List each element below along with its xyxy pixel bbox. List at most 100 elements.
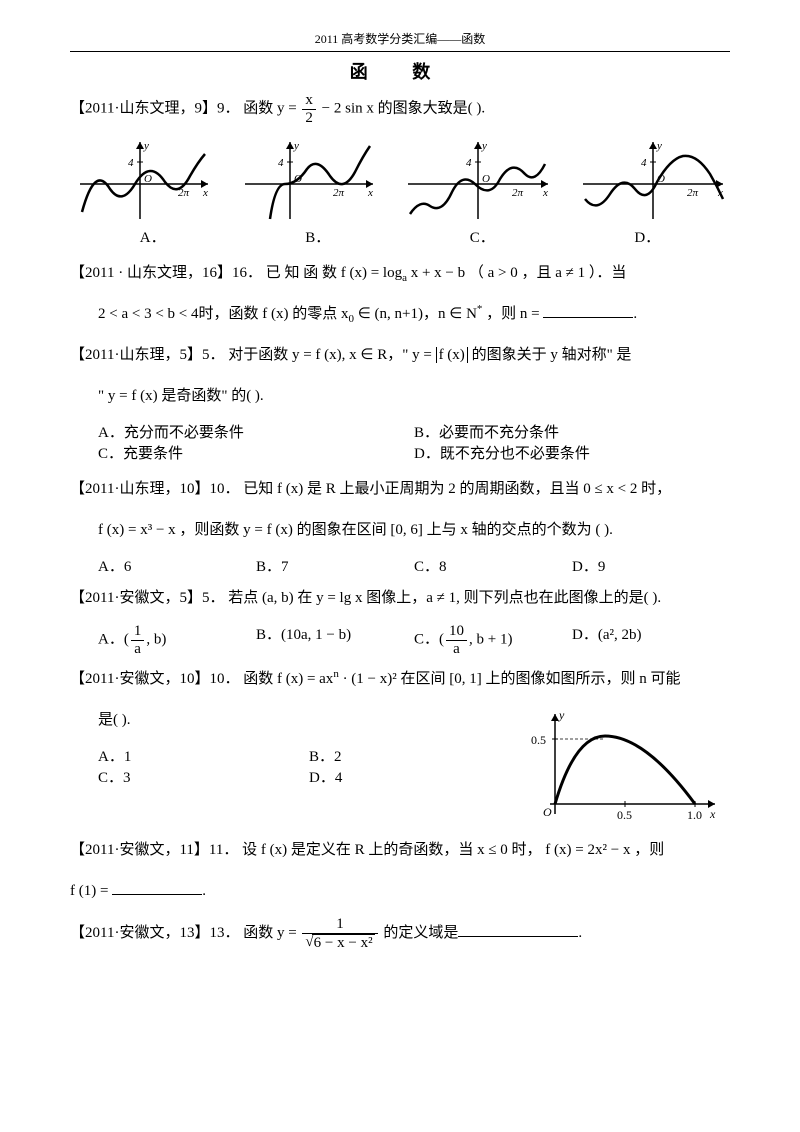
svg-text:1.0: 1.0	[687, 808, 702, 822]
q7-blank	[112, 880, 202, 895]
q8-text-a: 函数 y =	[243, 925, 300, 941]
problem-7-line2: f (1) = .	[70, 875, 730, 908]
q1-label-c: C．	[470, 226, 495, 247]
q1-text-a: 函数 y =	[243, 100, 300, 116]
q2-star: *	[477, 303, 483, 315]
q2-blank	[543, 303, 633, 318]
svg-text:O: O	[543, 805, 552, 819]
q6-opt-b: B．2	[309, 745, 520, 766]
q6-opts-row2: C．3 D．4	[98, 766, 520, 787]
q3-options-row1: A．充分而不必要条件 B．必要而不充分条件	[98, 421, 730, 442]
q8-blank	[458, 922, 578, 937]
q5-opt-d: D．(a², 2b)	[572, 623, 730, 657]
page-header: 2011 高考数学分类汇编——函数	[70, 30, 730, 52]
svg-text:y: y	[481, 140, 487, 152]
q5a-den: a	[131, 641, 145, 658]
q2-text-b: x + x − b （ a > 0 ，且 a ≠ 1 ）．当	[411, 265, 627, 281]
problem-4-line2: f (x) = x³ − x ，则函数 y = f (x) 的图象在区间 [0,…	[98, 514, 730, 547]
svg-text:2π: 2π	[687, 187, 699, 199]
q4-tag: 【2011·山东理，10】10．	[70, 481, 239, 497]
graph-d-svg: 4 O y 2π x	[575, 134, 730, 224]
q8-end: .	[578, 925, 582, 941]
q5-options: A．(1a, b) B．(10a, 1 − b) C．(10a, b + 1) …	[98, 623, 730, 657]
q2-text-a: 已 知 函 数 f (x) = log	[266, 265, 402, 281]
q7-line2: f (1) =	[70, 883, 112, 899]
q1-label-d: D．	[634, 226, 660, 247]
q1-label-a: A．	[140, 226, 166, 247]
q3-tag: 【2011·山东理，5】5．	[70, 347, 224, 363]
q3-text-b: 的图象关于 y 轴对称" 是	[472, 347, 632, 363]
q2-line2b: ∈ (n, n+1)，n ∈ N	[358, 306, 477, 322]
problem-7: 【2011·安徽文，11】11． 设 f (x) 是定义在 R 上的奇函数，当 …	[70, 834, 730, 867]
problem-2-line2: 2 < a < 3 < b < 4时，函数 f (x) 的零点 x0 ∈ (n,…	[98, 298, 730, 331]
svg-text:0.5: 0.5	[531, 733, 546, 747]
q6-text-a: 函数 f (x) = ax	[243, 671, 333, 687]
q1-labels: A． B． C． D．	[70, 226, 730, 247]
q1-graph-d: 4 O y 2π x	[575, 134, 730, 224]
svg-text:y: y	[293, 140, 299, 152]
q5-opt-c: C．(10a, b + 1)	[414, 623, 572, 657]
q1-graphs: 4 O y 2π x 4 O y 2π x	[70, 134, 730, 224]
q4-opt-a: A．6	[98, 555, 256, 576]
q5c-den: a	[446, 641, 467, 658]
q2-line2c: ，则 n =	[486, 306, 543, 322]
svg-text:0.5: 0.5	[617, 808, 632, 822]
q5-tag: 【2011·安徽文，5】5．	[70, 590, 224, 606]
q6-body: 是( ). A．1 B．2 C．3 D．4 O y x 0.5	[70, 704, 730, 824]
q3-text-a: 对于函数 y = f (x), x ∈ R，" y =	[228, 347, 435, 363]
q6-line2: 是( ).	[98, 704, 520, 737]
svg-text:x: x	[709, 807, 716, 821]
q4-text-a: 已知 f (x) 是 R 上最小正周期为 2 的周期函数，且当 0 ≤ x < …	[243, 481, 671, 497]
problem-4: 【2011·山东理，10】10． 已知 f (x) 是 R 上最小正周期为 2 …	[70, 473, 730, 506]
svg-text:x: x	[367, 187, 373, 199]
svg-text:O: O	[144, 173, 152, 185]
q2-sub-a: a	[402, 272, 407, 284]
problem-6: 【2011·安徽文，10】10． 函数 f (x) = axn · (1 − x…	[70, 663, 730, 696]
q1-tag: 【2011·山东文理，9】9．	[70, 100, 239, 116]
svg-text:y: y	[558, 708, 565, 722]
q1-graph-a: 4 O y 2π x	[70, 134, 215, 224]
graph-c-svg: 4 O y 2π x	[400, 134, 555, 224]
q7-end: .	[202, 883, 206, 899]
q6-opts-row1: A．1 B．2	[98, 745, 520, 766]
q5-text: 若点 (a, b) 在 y = lg x 图像上，a ≠ 1, 则下列点也在此图…	[228, 590, 661, 606]
svg-text:2π: 2π	[333, 187, 345, 199]
q4-opt-b: B．7	[256, 555, 414, 576]
svg-text:2π: 2π	[512, 187, 524, 199]
problem-2: 【2011 · 山东文理，16】16． 已 知 函 数 f (x) = loga…	[70, 257, 730, 290]
problem-8: 【2011·安徽文，13】13． 函数 y = 1 √6 − x − x² 的定…	[70, 916, 730, 951]
svg-text:x: x	[542, 187, 548, 199]
q1-frac-num: x	[302, 92, 316, 110]
q5c-post: , b + 1)	[469, 631, 512, 647]
q5c-pre: C．(	[414, 631, 444, 647]
q6-opt-c: C．3	[98, 766, 309, 787]
graph-a-svg: 4 O y 2π x	[70, 134, 215, 224]
q3-opt-b: B．必要而不充分条件	[414, 421, 730, 442]
svg-text:4: 4	[128, 157, 134, 169]
svg-text:4: 4	[466, 157, 472, 169]
q6-opt-d: D．4	[309, 766, 520, 787]
q1-frac-den: 2	[302, 110, 316, 127]
q8-text-b: 的定义域是	[383, 925, 458, 941]
q7-text-a: 设 f (x) 是定义在 R 上的奇函数，当 x ≤ 0 时， f (x) = …	[242, 842, 664, 858]
q1-graph-b: 4 O y 2π x	[235, 134, 380, 224]
q5-opt-a: A．(1a, b)	[98, 623, 256, 657]
q5c-num: 10	[446, 623, 467, 641]
q6-sup-n: n	[333, 668, 339, 680]
q6-graph-svg: O y x 0.5 0.5 1.0	[525, 704, 725, 824]
q2-sub0: 0	[348, 313, 354, 325]
q8-num: 1	[302, 916, 377, 934]
q3-abs: f (x)	[436, 347, 468, 363]
problem-1: 【2011·山东文理，9】9． 函数 y = x2 − 2 sin x 的图象大…	[70, 92, 730, 126]
q3-options-row2: C．充要条件 D．既不充分也不必要条件	[98, 442, 730, 463]
q2-line2a: 2 < a < 3 < b < 4时，函数 f (x) 的零点 x	[98, 306, 348, 322]
svg-text:y: y	[143, 140, 149, 152]
q5a-pre: A．(	[98, 631, 129, 647]
q8-den: √6 − x − x²	[302, 934, 377, 952]
q4-opt-c: C．8	[414, 555, 572, 576]
q1-graph-c: 4 O y 2π x	[400, 134, 555, 224]
svg-text:y: y	[656, 140, 662, 152]
svg-text:O: O	[482, 173, 490, 185]
q5a-num: 1	[131, 623, 145, 641]
q5-opt-b: B．(10a, 1 − b)	[256, 623, 414, 657]
